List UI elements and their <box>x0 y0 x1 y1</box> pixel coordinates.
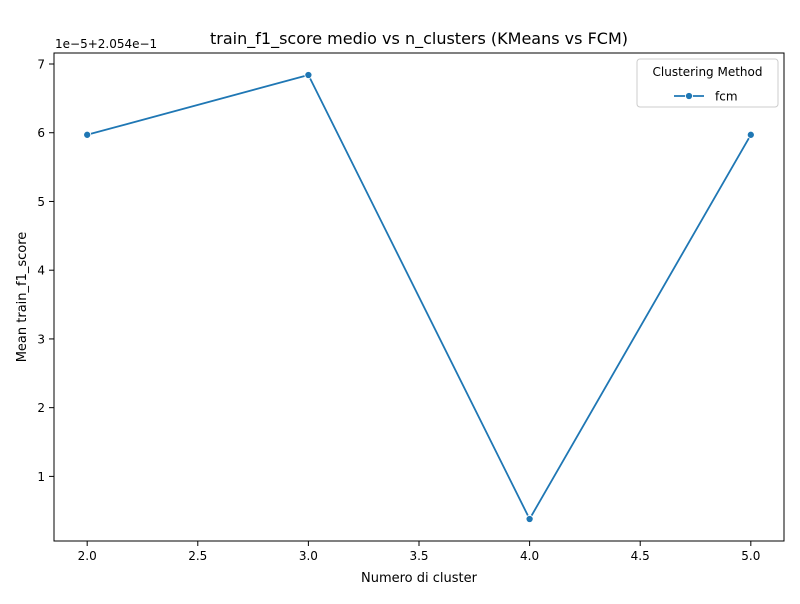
legend-box <box>636 58 779 108</box>
y-tick-label: 6 <box>37 126 45 140</box>
y-tick-label: 4 <box>37 264 45 278</box>
y-axis-label: Mean train_f1_score <box>15 232 30 363</box>
data-point-fcm-1 <box>304 70 313 80</box>
x-tick-label: 4.0 <box>520 549 539 563</box>
x-tick-label: 3.0 <box>299 549 318 563</box>
y-tick-label: 2 <box>37 401 45 415</box>
data-point-fcm-0 <box>83 130 92 139</box>
y-tick-label: 5 <box>37 195 45 209</box>
x-tick-label: 3.5 <box>409 549 428 563</box>
y-axis-offset-text: 1e−5+2.054e−1 <box>55 37 157 51</box>
series-line-fcm <box>86 74 752 520</box>
plot-frame <box>53 52 785 542</box>
legend-title: Clustering Method <box>653 65 763 79</box>
data-point-fcm-3 <box>746 130 755 139</box>
legend-label-fcm: fcm <box>715 90 738 104</box>
x-tick-label: 4.5 <box>631 549 650 563</box>
plot-area: 2.0 2.5 3.0 3.5 4.0 4.5 5.0 1 2 3 4 5 6 7 <box>37 52 785 563</box>
legend-marker-fcm <box>684 91 694 101</box>
x-tick-label: 2.0 <box>78 549 97 563</box>
x-tick-label: 5.0 <box>741 549 760 563</box>
y-tick-label: 7 <box>37 57 45 71</box>
chart-title: train_f1_score medio vs n_clusters (KMea… <box>210 29 628 49</box>
y-tick-label: 3 <box>37 332 45 346</box>
x-axis-label: Numero di cluster <box>361 571 478 586</box>
x-tick-label: 2.5 <box>188 549 207 563</box>
data-point-fcm-2 <box>525 514 534 524</box>
y-tick-label: 1 <box>37 470 45 484</box>
legend: Clustering Method fcm <box>636 58 779 108</box>
